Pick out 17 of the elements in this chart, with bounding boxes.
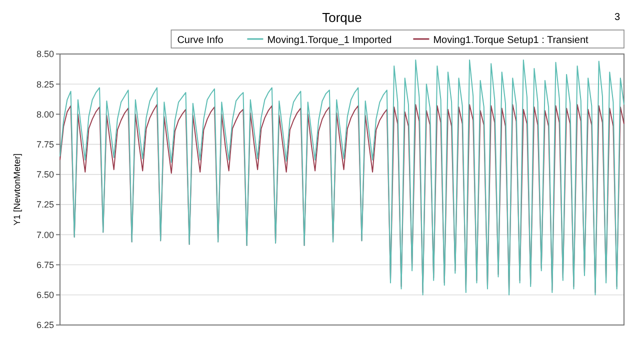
- line-series: [60, 60, 624, 296]
- legend-title: Curve Info: [177, 35, 224, 46]
- y-tick-label: 8.00: [36, 109, 54, 120]
- y-axis-title: Y1 [NewtonMeter]: [12, 153, 22, 226]
- y-tick-label: 7.25: [36, 200, 54, 210]
- y-tick-label: 6.25: [36, 320, 54, 330]
- y-tick-label: 8.25: [36, 79, 54, 90]
- y-tick-label: 8.50: [36, 49, 54, 60]
- y-tick-label: 6.50: [36, 290, 54, 300]
- legend-label: Moving1.Torque_1 Imported: [267, 35, 392, 46]
- chart-title: Torque: [322, 10, 362, 25]
- y-tick-label: 7.75: [36, 139, 54, 150]
- legend-label: Moving1.Torque Setup1 : Transient: [433, 35, 589, 46]
- y-tick-label: 6.75: [36, 260, 54, 270]
- y-tick-label: 7.00: [36, 230, 54, 240]
- y-tick-label: 7.50: [36, 170, 54, 180]
- text: 3: [614, 12, 620, 23]
